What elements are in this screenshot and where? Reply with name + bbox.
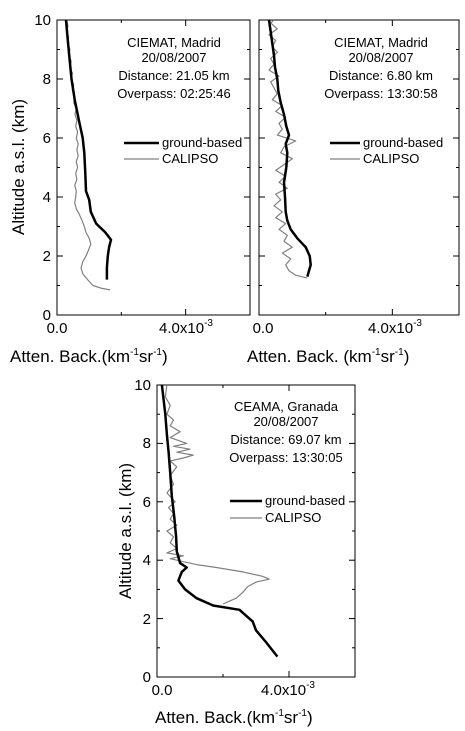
legend-label-ground-based: ground-based [162, 135, 242, 150]
x-axis-title: Atten. Back.(km-1sr-1) [10, 347, 168, 366]
x-axis-title-part: Atten. Back.(km [155, 708, 275, 727]
x-tick-mantissa: 4.0x10 [159, 320, 204, 337]
axes-ticks [258, 19, 459, 316]
annotation-distance: Distance: 21.05 km [118, 68, 229, 83]
panel-ciemat-night: 0 2 4 6 8 10 0.0 4.0x10-3 Altitude a.s.l… [9, 12, 251, 366]
x-axis-title-exp: -1 [153, 347, 162, 358]
axes-ticks [156, 384, 355, 678]
x-axis-title-part: sr [284, 708, 299, 727]
x-tick-label: 0.0 [253, 320, 274, 337]
x-tick-label: 0.0 [47, 320, 68, 337]
x-tick-label: 4.0x10-3 [368, 318, 422, 337]
x-tick-label: 4.0x10-3 [261, 680, 315, 699]
y-tick-label: 4 [43, 189, 51, 206]
series-line-calipso [268, 19, 308, 279]
x-tick-mantissa: 4.0x10 [368, 320, 413, 337]
x-axis-title: Atten. Back. (km-1sr-1) [247, 347, 409, 366]
y-tick-label: 8 [43, 71, 51, 88]
legend-label-ground-based: ground-based [265, 493, 345, 508]
y-tick-label: 0 [43, 307, 51, 324]
x-axis-title-part: Atten. Back. (km [247, 347, 372, 366]
y-axis-title: Altitude a.s.l. (km) [9, 99, 28, 235]
x-tick-label: 4.0x10-3 [159, 318, 213, 337]
legend-label-ground-based: ground-based [363, 135, 443, 150]
x-axis-title-part: ) [404, 347, 410, 366]
legend-label-calipso: CALIPSO [265, 510, 321, 525]
annotation-site: CEAMA, Granada [234, 399, 339, 414]
x-axis-title-exp: -1 [275, 708, 284, 719]
annotation-date: 20/08/2007 [253, 414, 318, 429]
annotation-site: CIEMAT, Madrid [334, 35, 428, 50]
annotation-distance: Distance: 69.07 km [230, 432, 341, 447]
axes-ticks [56, 19, 250, 316]
x-tick-exponent: -3 [306, 680, 315, 691]
x-axis-title-exp: -1 [298, 708, 307, 719]
y-tick-label: 10 [34, 12, 51, 29]
annotation-date: 20/08/2007 [348, 50, 413, 65]
annotation-date: 20/08/2007 [141, 50, 206, 65]
legend-label-calipso: CALIPSO [363, 151, 419, 166]
x-tick-exponent: -3 [413, 318, 422, 329]
x-axis-title-part: ) [307, 708, 313, 727]
y-tick-label: 2 [143, 611, 151, 628]
panel-ceama-granada: 0 2 4 6 8 10 0.0 4.0x10-3 Altitude a.s.l… [116, 377, 356, 727]
series-line-ground-based [267, 19, 312, 277]
x-axis-title-exp: -1 [395, 347, 404, 358]
series-group [64, 19, 113, 291]
y-tick-label: 4 [143, 552, 151, 569]
y-axis-title: Altitude a.s.l. (km) [116, 463, 135, 599]
annotation-overpass: Overpass: 13:30:58 [324, 86, 437, 101]
series-line-ground-based [160, 384, 279, 658]
panel-ciemat-day: 0.0 4.0x10-3 Atten. Back. (km-1sr-1) CIE… [247, 19, 460, 366]
x-axis-title-exp: -1 [130, 347, 139, 358]
y-tick-label: 10 [134, 377, 151, 394]
x-axis-title: Atten. Back.(km-1sr-1) [155, 708, 313, 727]
x-axis-title-part: Atten. Back.(km [10, 347, 130, 366]
y-tick-label: 0 [143, 669, 151, 686]
series-group [160, 384, 279, 658]
annotation-distance: Distance: 6.80 km [329, 68, 433, 83]
annotation-overpass: Overpass: 13:30:05 [229, 450, 342, 465]
series-line-ground-based [64, 19, 113, 280]
x-axis-title-part: ) [162, 347, 168, 366]
x-axis-title-exp: -1 [372, 347, 381, 358]
x-tick-mantissa: 4.0x10 [261, 682, 306, 699]
legend-label-calipso: CALIPSO [162, 151, 218, 166]
y-tick-label: 2 [43, 248, 51, 265]
x-axis-title-part: sr [381, 347, 396, 366]
annotation-overpass: Overpass: 02:25:46 [117, 86, 230, 101]
annotation-site: CIEMAT, Madrid [127, 35, 221, 50]
y-tick-label: 6 [143, 494, 151, 511]
series-group [267, 19, 312, 279]
x-tick-label: 0.0 [152, 682, 173, 699]
series-line-calipso [66, 19, 111, 291]
x-tick-exponent: -3 [204, 318, 213, 329]
y-tick-label: 6 [43, 130, 51, 147]
y-tick-label: 8 [143, 435, 151, 452]
x-axis-title-part: sr [139, 347, 154, 366]
